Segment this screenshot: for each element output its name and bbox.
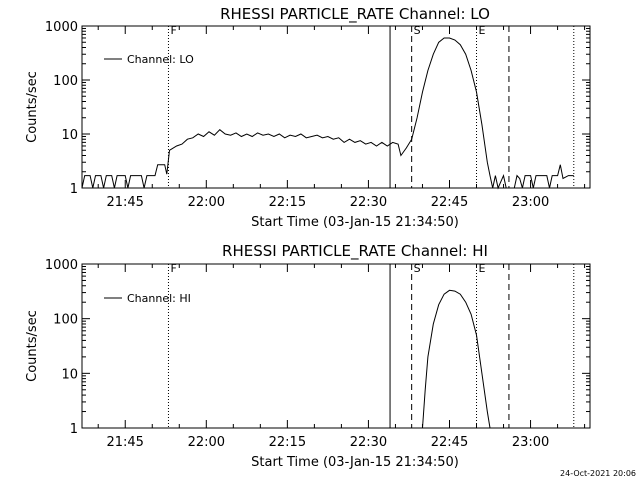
panel-hi-x-tick-label-2: 22:15 — [269, 435, 306, 450]
panel-lo-y-axis-label: Counts/sec — [25, 71, 40, 143]
panel-hi-title: RHESSI PARTICLE_RATE Channel: HI — [222, 242, 488, 261]
panel-hi-x-axis-label: Start Time (03-Jan-15 21:34:50) — [251, 455, 459, 470]
panel-lo-x-tick-label-4: 22:45 — [431, 195, 468, 210]
panel-lo-y-ticks: 1 10 100 1000 — [45, 20, 590, 197]
panel-hi-y-tick-label-3: 1000 — [45, 258, 78, 273]
panel-hi-x-tick-label-3: 22:30 — [350, 435, 387, 450]
panel-lo-x-tick-label-5: 23:00 — [512, 195, 549, 210]
panel-hi-x-tick-label-4: 22:45 — [431, 435, 468, 450]
panel-lo-y-tick-label-3: 1000 — [45, 20, 78, 35]
panel-hi-legend-label: Channel: HI — [127, 292, 191, 305]
panel-lo-x-tick-label-2: 22:15 — [269, 195, 306, 210]
panel-lo-x-ticks: 21:45 22:00 22:15 22:30 22:45 23:00 — [97, 26, 586, 210]
panel-lo-marker-label-S: S — [414, 24, 421, 37]
panel-lo-y-tick-label-2: 100 — [53, 74, 78, 89]
panel-lo-x-tick-label-3: 22:30 — [350, 195, 387, 210]
panel-lo-y-tick-label-1: 10 — [61, 128, 78, 143]
panel-lo-plot-frame — [81, 25, 591, 189]
panel-lo: RHESSI PARTICLE_RATE Channel: LO F S E 21:… — [25, 5, 591, 230]
panel-hi-y-tick-label-2: 100 — [53, 313, 78, 328]
panel-hi-marker-label-F: F — [170, 262, 176, 275]
panel-hi-marker-label-S: S — [414, 262, 421, 275]
panel-lo-x-tick-label-0: 21:45 — [106, 195, 143, 210]
panel-hi-series — [422, 289, 491, 429]
panel-hi-y-tick-label-0: 1 — [70, 422, 78, 437]
panel-hi-x-tick-label-0: 21:45 — [106, 435, 143, 450]
footer-timestamp: 24-Oct-2021 20:06 — [560, 469, 636, 478]
panel-lo-x-tick-label-1: 22:00 — [188, 195, 225, 210]
panel-hi-y-tick-label-1: 10 — [61, 367, 78, 382]
panel-hi-x-tick-label-5: 23:00 — [512, 435, 549, 450]
panel-hi: RHESSI PARTICLE_RATE Channel: HI F S E 21:… — [25, 242, 591, 470]
panel-hi-y-ticks: 1 10 100 1000 — [45, 258, 590, 437]
panel-hi-x-ticks: 21:45 22:00 22:15 22:30 22:45 23:00 — [97, 264, 586, 450]
panel-hi-series-line-0 — [422, 289, 491, 429]
panel-hi-y-axis-label: Counts/sec — [25, 310, 40, 382]
panel-lo-legend-label: Channel: LO — [127, 53, 194, 66]
panel-lo-marker-label-F: F — [170, 24, 176, 37]
panel-lo-series — [81, 37, 574, 190]
panel-lo-title: RHESSI PARTICLE_RATE Channel: LO — [220, 5, 490, 24]
panel-lo-x-axis-label: Start Time (03-Jan-15 21:34:50) — [251, 215, 459, 230]
panel-hi-plot-frame — [81, 263, 591, 429]
panel-lo-marker-label-E: E — [479, 24, 486, 37]
panel-hi-x-tick-label-1: 22:00 — [188, 435, 225, 450]
panel-hi-marker-label-E: E — [479, 262, 486, 275]
panel-lo-series-line-0 — [81, 37, 574, 190]
panel-lo-y-tick-label-0: 1 — [70, 182, 78, 197]
